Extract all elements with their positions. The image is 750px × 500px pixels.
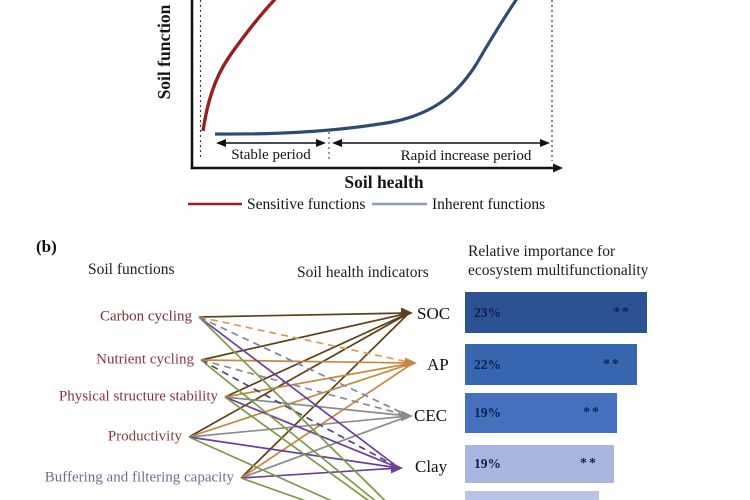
indicator-label-ap: AP [427, 355, 449, 374]
panel-b-label: (b) [36, 237, 57, 256]
arrowhead [216, 139, 226, 147]
edge-buffering-cec [240, 415, 410, 479]
edge-carbon-cec [198, 316, 410, 417]
edge-carbon-clay [198, 316, 400, 469]
importance-bar-row5 [465, 491, 599, 500]
significance-stars: ** [583, 405, 601, 420]
cec-arrowhead-icon [401, 410, 413, 422]
edge-nutrient-fifth [200, 359, 376, 500]
edge-productivity-clay [188, 436, 400, 469]
edge-productivity-fifth [188, 436, 332, 500]
function-label-productivity: Productivity [107, 428, 182, 445]
edge-physical-ap [224, 362, 414, 398]
edge-buffering-ap [240, 362, 414, 479]
importance-bar-soc: 23% ** [465, 292, 647, 333]
significance-stars: ** [603, 356, 621, 372]
legend-label-inherent: Inherent functions [432, 196, 545, 213]
function-label-buffering: Buffering and filtering capacity [44, 469, 234, 486]
bar-value: 19% [474, 405, 501, 420]
x-axis-label: Soil health [344, 172, 424, 192]
significance-stars: ** [580, 456, 598, 471]
importance-header-line1: Relative importance for [468, 243, 616, 260]
importance-bar-clay: 19% ** [465, 445, 614, 483]
edge-nutrient-cec [200, 359, 410, 417]
edge-productivity-soc [188, 312, 410, 438]
importance-bar-ap: 22% ** [465, 344, 637, 385]
edge-physical-soc [224, 312, 410, 398]
indicator-label-soc: SOC [417, 304, 451, 323]
bar-value: 22% [474, 356, 501, 372]
inherent-curve [214, 0, 518, 136]
bar-value: 19% [474, 456, 501, 471]
importance-header-line2: ecosystem multifunctionality [468, 262, 649, 279]
function-label-carbon: Carbon cycling [99, 308, 192, 325]
arrowhead [316, 139, 326, 147]
edge-physical-clay [224, 396, 400, 469]
importance-bar-cec: 19% ** [465, 393, 617, 433]
arrowhead [332, 139, 342, 147]
indicator-label-clay: Clay [415, 457, 448, 476]
soil-functions-header: Soil functions [88, 261, 175, 278]
function-label-nutrient: Nutrient cycling [96, 351, 194, 368]
significance-stars: ** [613, 304, 631, 320]
edge-buffering-soc [240, 312, 410, 479]
edge-nutrient-ap [200, 359, 414, 364]
sensitive-curve [201, 0, 277, 132]
panel-a-chart: Soil function Stable period Rapid increa… [154, 0, 563, 213]
y-axis-label: Soil function [154, 4, 174, 99]
soil-health-indicators-header: Soil health indicators [297, 264, 429, 281]
edge-physical-fifth [224, 396, 370, 500]
edge-carbon-fifth [198, 316, 386, 500]
soc-arrowhead-icon [401, 307, 413, 319]
edge-buffering-clay [240, 467, 400, 479]
edge-carbon-ap [198, 316, 414, 364]
edge-nutrient-clay [200, 359, 400, 469]
edge-carbon-soc [198, 312, 410, 318]
clay-arrowhead-icon [391, 462, 403, 474]
rapid-period-label: Rapid increase period [401, 148, 532, 164]
function-label-physical: Physical structure stability [58, 388, 218, 405]
legend-label-sensitive: Sensitive functions [247, 196, 365, 213]
arrowhead [540, 139, 550, 147]
edge-buffering-fifth [240, 477, 306, 500]
stable-period-label: Stable period [231, 147, 311, 163]
ap-arrowhead-icon [405, 357, 417, 369]
x-axis-arrowhead [553, 163, 563, 173]
edge-nutrient-soc [200, 312, 410, 361]
edge-productivity-ap [188, 362, 414, 438]
bar-value: 23% [474, 304, 501, 320]
indicator-label-cec: CEC [414, 406, 448, 425]
